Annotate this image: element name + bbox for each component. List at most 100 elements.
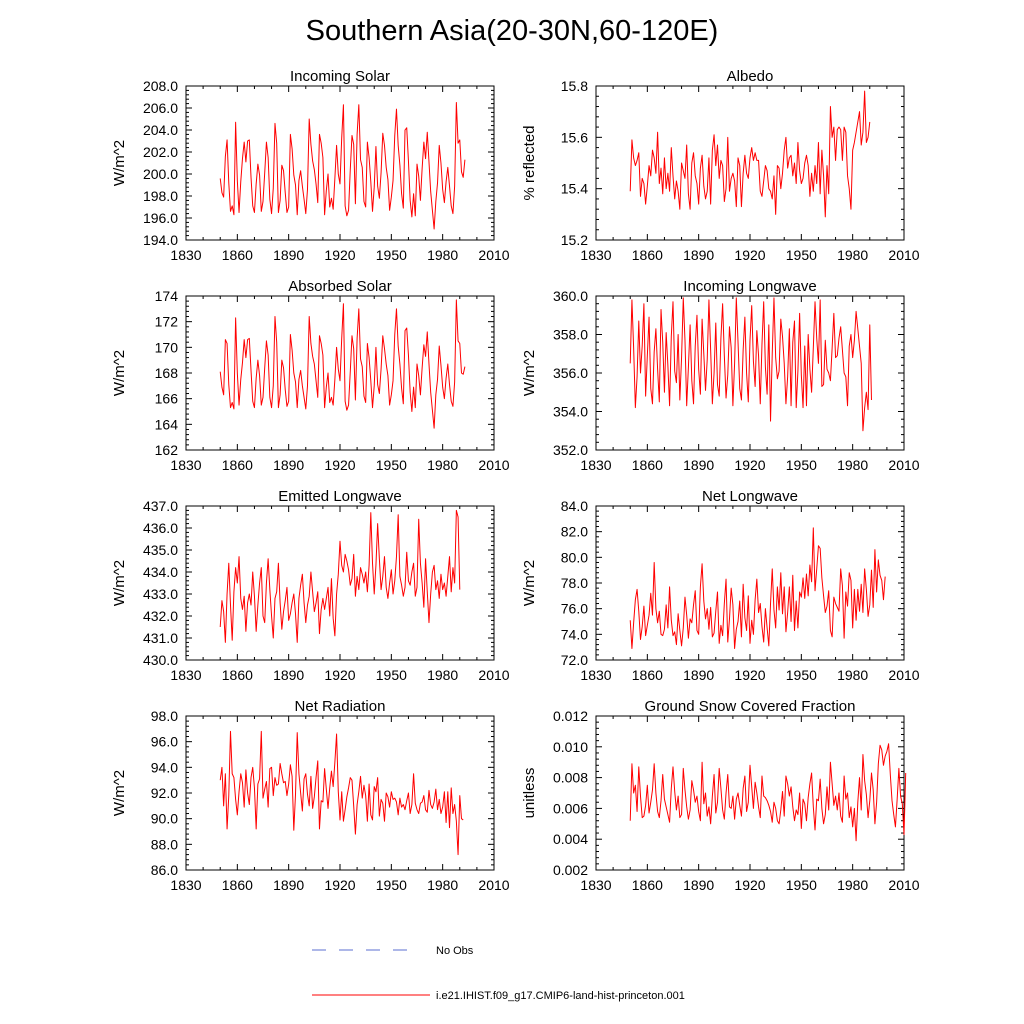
panel-net-radiation: Net Radiation 1830 1860 1890 1920 1950 1980 201… <box>111 698 510 893</box>
y-tick-label: 82.0 <box>561 524 588 540</box>
y-tick-label: 86.0 <box>151 862 178 878</box>
x-tick-label: 1890 <box>273 457 304 473</box>
x-tick-label: 2010 <box>478 877 509 893</box>
y-tick-label: 206.0 <box>143 100 178 116</box>
x-tick-label: 1920 <box>324 877 355 893</box>
y-tick-label: 434.0 <box>143 564 178 580</box>
x-tick-label: 1890 <box>683 457 714 473</box>
y-tick-label: 352.0 <box>553 442 588 458</box>
y-tick-label: 358.0 <box>553 327 588 343</box>
x-tick-label: 1950 <box>786 877 817 893</box>
x-tick-label: 1920 <box>324 457 355 473</box>
x-tick-label: 2010 <box>888 667 919 683</box>
x-tick-label: 2010 <box>478 457 509 473</box>
y-tick-label: 0.008 <box>553 770 588 786</box>
x-tick-label: 1890 <box>683 247 714 263</box>
y-tick-label: 170 <box>155 339 179 355</box>
panel-net-longwave: Net Longwave 1830 1860 1890 1920 1950 1980 2010… <box>521 488 920 683</box>
y-axis-label: unitless <box>521 768 538 819</box>
x-tick-label: 1980 <box>427 457 458 473</box>
panel-title: Incoming Longwave <box>683 278 816 295</box>
y-tick-label: 0.010 <box>553 739 588 755</box>
x-tick-label: 1980 <box>837 247 868 263</box>
plot-frame <box>595 295 905 451</box>
y-tick-label: 90.0 <box>151 811 178 827</box>
y-tick-label: 98.0 <box>151 708 178 724</box>
y-tick-label: 433.0 <box>143 586 178 602</box>
panel-absorbed-solar: Absorbed Solar 1830 1860 1890 1920 1950 1980 20… <box>111 278 510 473</box>
x-tick-label: 1890 <box>273 247 304 263</box>
y-tick-label: 196.0 <box>143 210 178 226</box>
y-axis-label: W/m^2 <box>111 140 128 186</box>
x-tick-label: 1950 <box>786 457 817 473</box>
x-tick-label: 1920 <box>324 667 355 683</box>
panel-title: Net Longwave <box>702 488 798 505</box>
x-tick-label: 1950 <box>376 457 407 473</box>
y-tick-label: 435.0 <box>143 542 178 558</box>
x-tick-label: 1920 <box>734 667 765 683</box>
y-tick-label: 431.0 <box>143 630 178 646</box>
x-tick-label: 1890 <box>273 877 304 893</box>
y-tick-label: 0.006 <box>553 800 588 816</box>
panel-title: Ground Snow Covered Fraction <box>645 698 856 715</box>
y-axis-label: W/m^2 <box>111 770 128 816</box>
x-tick-label: 1830 <box>170 667 201 683</box>
y-tick-label: 76.0 <box>561 601 588 617</box>
y-tick-label: 162 <box>155 442 179 458</box>
y-tick-label: 430.0 <box>143 652 178 668</box>
legend-label-model: i.e21.IHIST.f09_g17.CMIP6-land-hist-prin… <box>436 990 685 1002</box>
y-tick-label: 436.0 <box>143 520 178 536</box>
y-tick-label: 356.0 <box>553 365 588 381</box>
x-tick-label: 1980 <box>427 667 458 683</box>
x-tick-label: 1860 <box>632 667 663 683</box>
y-tick-label: 88.0 <box>151 836 178 852</box>
x-tick-label: 1860 <box>632 877 663 893</box>
y-tick-label: 84.0 <box>561 498 588 514</box>
panels: Incoming Solar 1830 1860 1890 1920 1950 1980 20… <box>111 68 920 893</box>
y-tick-label: 164 <box>155 416 179 432</box>
x-tick-label: 1950 <box>376 877 407 893</box>
y-tick-label: 0.012 <box>553 708 588 724</box>
series-line <box>219 730 464 856</box>
x-tick-label: 2010 <box>888 247 919 263</box>
y-tick-label: 198.0 <box>143 188 178 204</box>
plot-frame <box>595 715 905 871</box>
plot-frame <box>185 85 495 241</box>
x-tick-label: 1860 <box>632 457 663 473</box>
x-tick-label: 2010 <box>478 667 509 683</box>
series-line <box>219 102 466 230</box>
y-tick-label: 78.0 <box>561 575 588 591</box>
x-tick-label: 1980 <box>427 877 458 893</box>
x-tick-label: 1950 <box>786 667 817 683</box>
series-line <box>629 743 907 842</box>
y-tick-label: 172 <box>155 314 179 330</box>
y-tick-label: 360.0 <box>553 288 588 304</box>
y-tick-label: 92.0 <box>151 785 178 801</box>
y-axis-label: W/m^2 <box>521 560 538 606</box>
x-tick-label: 1950 <box>376 247 407 263</box>
y-tick-label: 15.2 <box>561 232 588 248</box>
series-line <box>219 509 461 643</box>
x-tick-label: 1980 <box>837 877 868 893</box>
y-tick-label: 194.0 <box>143 232 178 248</box>
series-line <box>629 297 872 432</box>
x-tick-label: 1980 <box>427 247 458 263</box>
x-tick-label: 1920 <box>324 247 355 263</box>
y-tick-label: 0.004 <box>553 831 588 847</box>
y-tick-label: 80.0 <box>561 549 588 565</box>
y-tick-label: 15.6 <box>561 129 588 145</box>
y-tick-label: 168 <box>155 365 179 381</box>
y-tick-label: 432.0 <box>143 608 178 624</box>
x-tick-label: 1830 <box>580 877 611 893</box>
x-tick-label: 1830 <box>580 457 611 473</box>
x-tick-label: 1980 <box>837 457 868 473</box>
x-tick-label: 1950 <box>786 247 817 263</box>
y-axis-label: W/m^2 <box>111 350 128 396</box>
y-tick-label: 96.0 <box>151 734 178 750</box>
panel-incoming-longwave: Incoming Longwave 1830 1860 1890 1920 1950 198… <box>521 278 920 473</box>
y-tick-label: 204.0 <box>143 122 178 138</box>
y-tick-label: 15.8 <box>561 78 588 94</box>
x-tick-label: 1860 <box>222 667 253 683</box>
panel-title: Albedo <box>727 68 774 85</box>
x-tick-label: 1830 <box>580 247 611 263</box>
